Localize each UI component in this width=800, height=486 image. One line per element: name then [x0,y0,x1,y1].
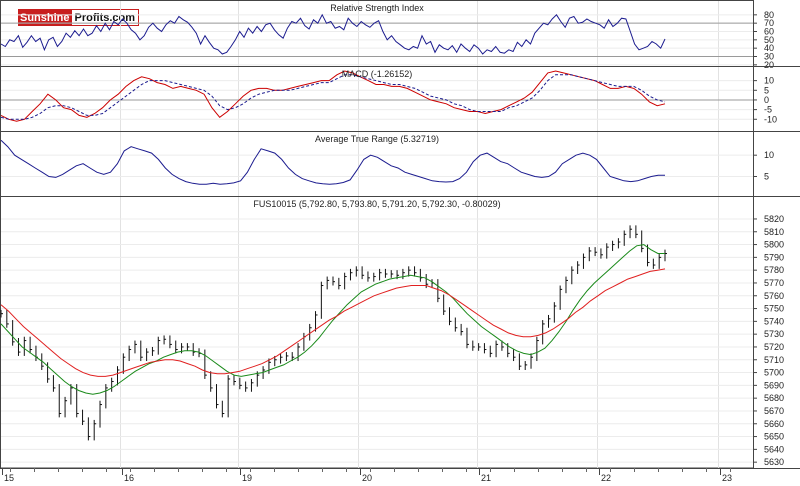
macd-panel-title: MACD (-1.26152) [342,69,413,79]
x-tick-label-0: 15 [4,473,14,483]
price-ytick-label-9: 5730 [764,329,784,339]
price-ytick-label-0: 5820 [764,214,784,224]
price-ytick-label-7: 5750 [764,304,784,314]
price-ytick-label-14: 5680 [764,393,784,403]
price-ytick-label-1: 5810 [764,227,784,237]
price-ytick-label-4: 5780 [764,265,784,275]
price-panel-title: FUS10015 (5,792.80, 5,793.80, 5,791.20, … [253,199,500,209]
price-ytick-label-18: 5640 [764,444,784,454]
price-ytick-label-16: 5660 [764,419,784,429]
rsi-ytick-label-1: 70 [764,18,774,28]
x-tick-label-3: 20 [362,473,372,483]
macd-ytick-label-0: 10 [764,76,774,86]
price-ytick-label-5: 5770 [764,278,784,288]
price-series-line-2 [0,268,666,377]
x-tick-label-2: 19 [242,473,252,483]
price-ytick-label-3: 5790 [764,252,784,262]
price-ytick-label-11: 5710 [764,355,784,365]
price-ytick-label-8: 5740 [764,316,784,326]
rsi-ytick-label-2: 60 [764,27,774,37]
macd-ytick-label-3: -5 [764,105,772,115]
x-tick-label-6: 23 [722,473,732,483]
price-ytick-label-10: 5720 [764,342,784,352]
rsi-series-line-0 [0,13,666,55]
price-ytick-label-17: 5650 [764,432,784,442]
price-ytick-label-12: 5700 [764,368,784,378]
rsi-ytick-label-0: 80 [764,10,774,20]
rsi-ytick-label-3: 50 [764,35,774,45]
macd-ytick-label-2: 0 [764,95,769,105]
price-ytick-label-2: 5800 [764,240,784,250]
price-ytick-label-13: 5690 [764,380,784,390]
price-ytick-label-19: 5630 [764,457,784,467]
rsi-ytick-label-4: 40 [764,43,774,53]
price-ytick-label-15: 5670 [764,406,784,416]
atr-series-line-0 [0,139,665,185]
rsi-ytick-label-6: 20 [764,60,774,70]
rsi-ytick-label-5: 30 [764,52,774,62]
rsi-panel-title: Relative Strength Index [330,3,424,13]
price-ytick-label-6: 5760 [764,291,784,301]
macd-series-line-0 [0,70,666,122]
macd-series-line-1 [0,74,666,120]
atr-ytick-label-1: 5 [764,172,769,182]
macd-ytick-label-1: 5 [764,85,769,95]
x-tick-label-5: 22 [601,473,611,483]
atr-ytick-label-0: 10 [764,150,774,160]
x-tick-label-4: 21 [481,473,491,483]
price-series-line-1 [0,244,665,395]
x-tick-label-1: 16 [124,473,134,483]
atr-panel-title: Average True Range (5.32719) [315,134,439,144]
macd-ytick-label-4: -10 [764,114,777,124]
